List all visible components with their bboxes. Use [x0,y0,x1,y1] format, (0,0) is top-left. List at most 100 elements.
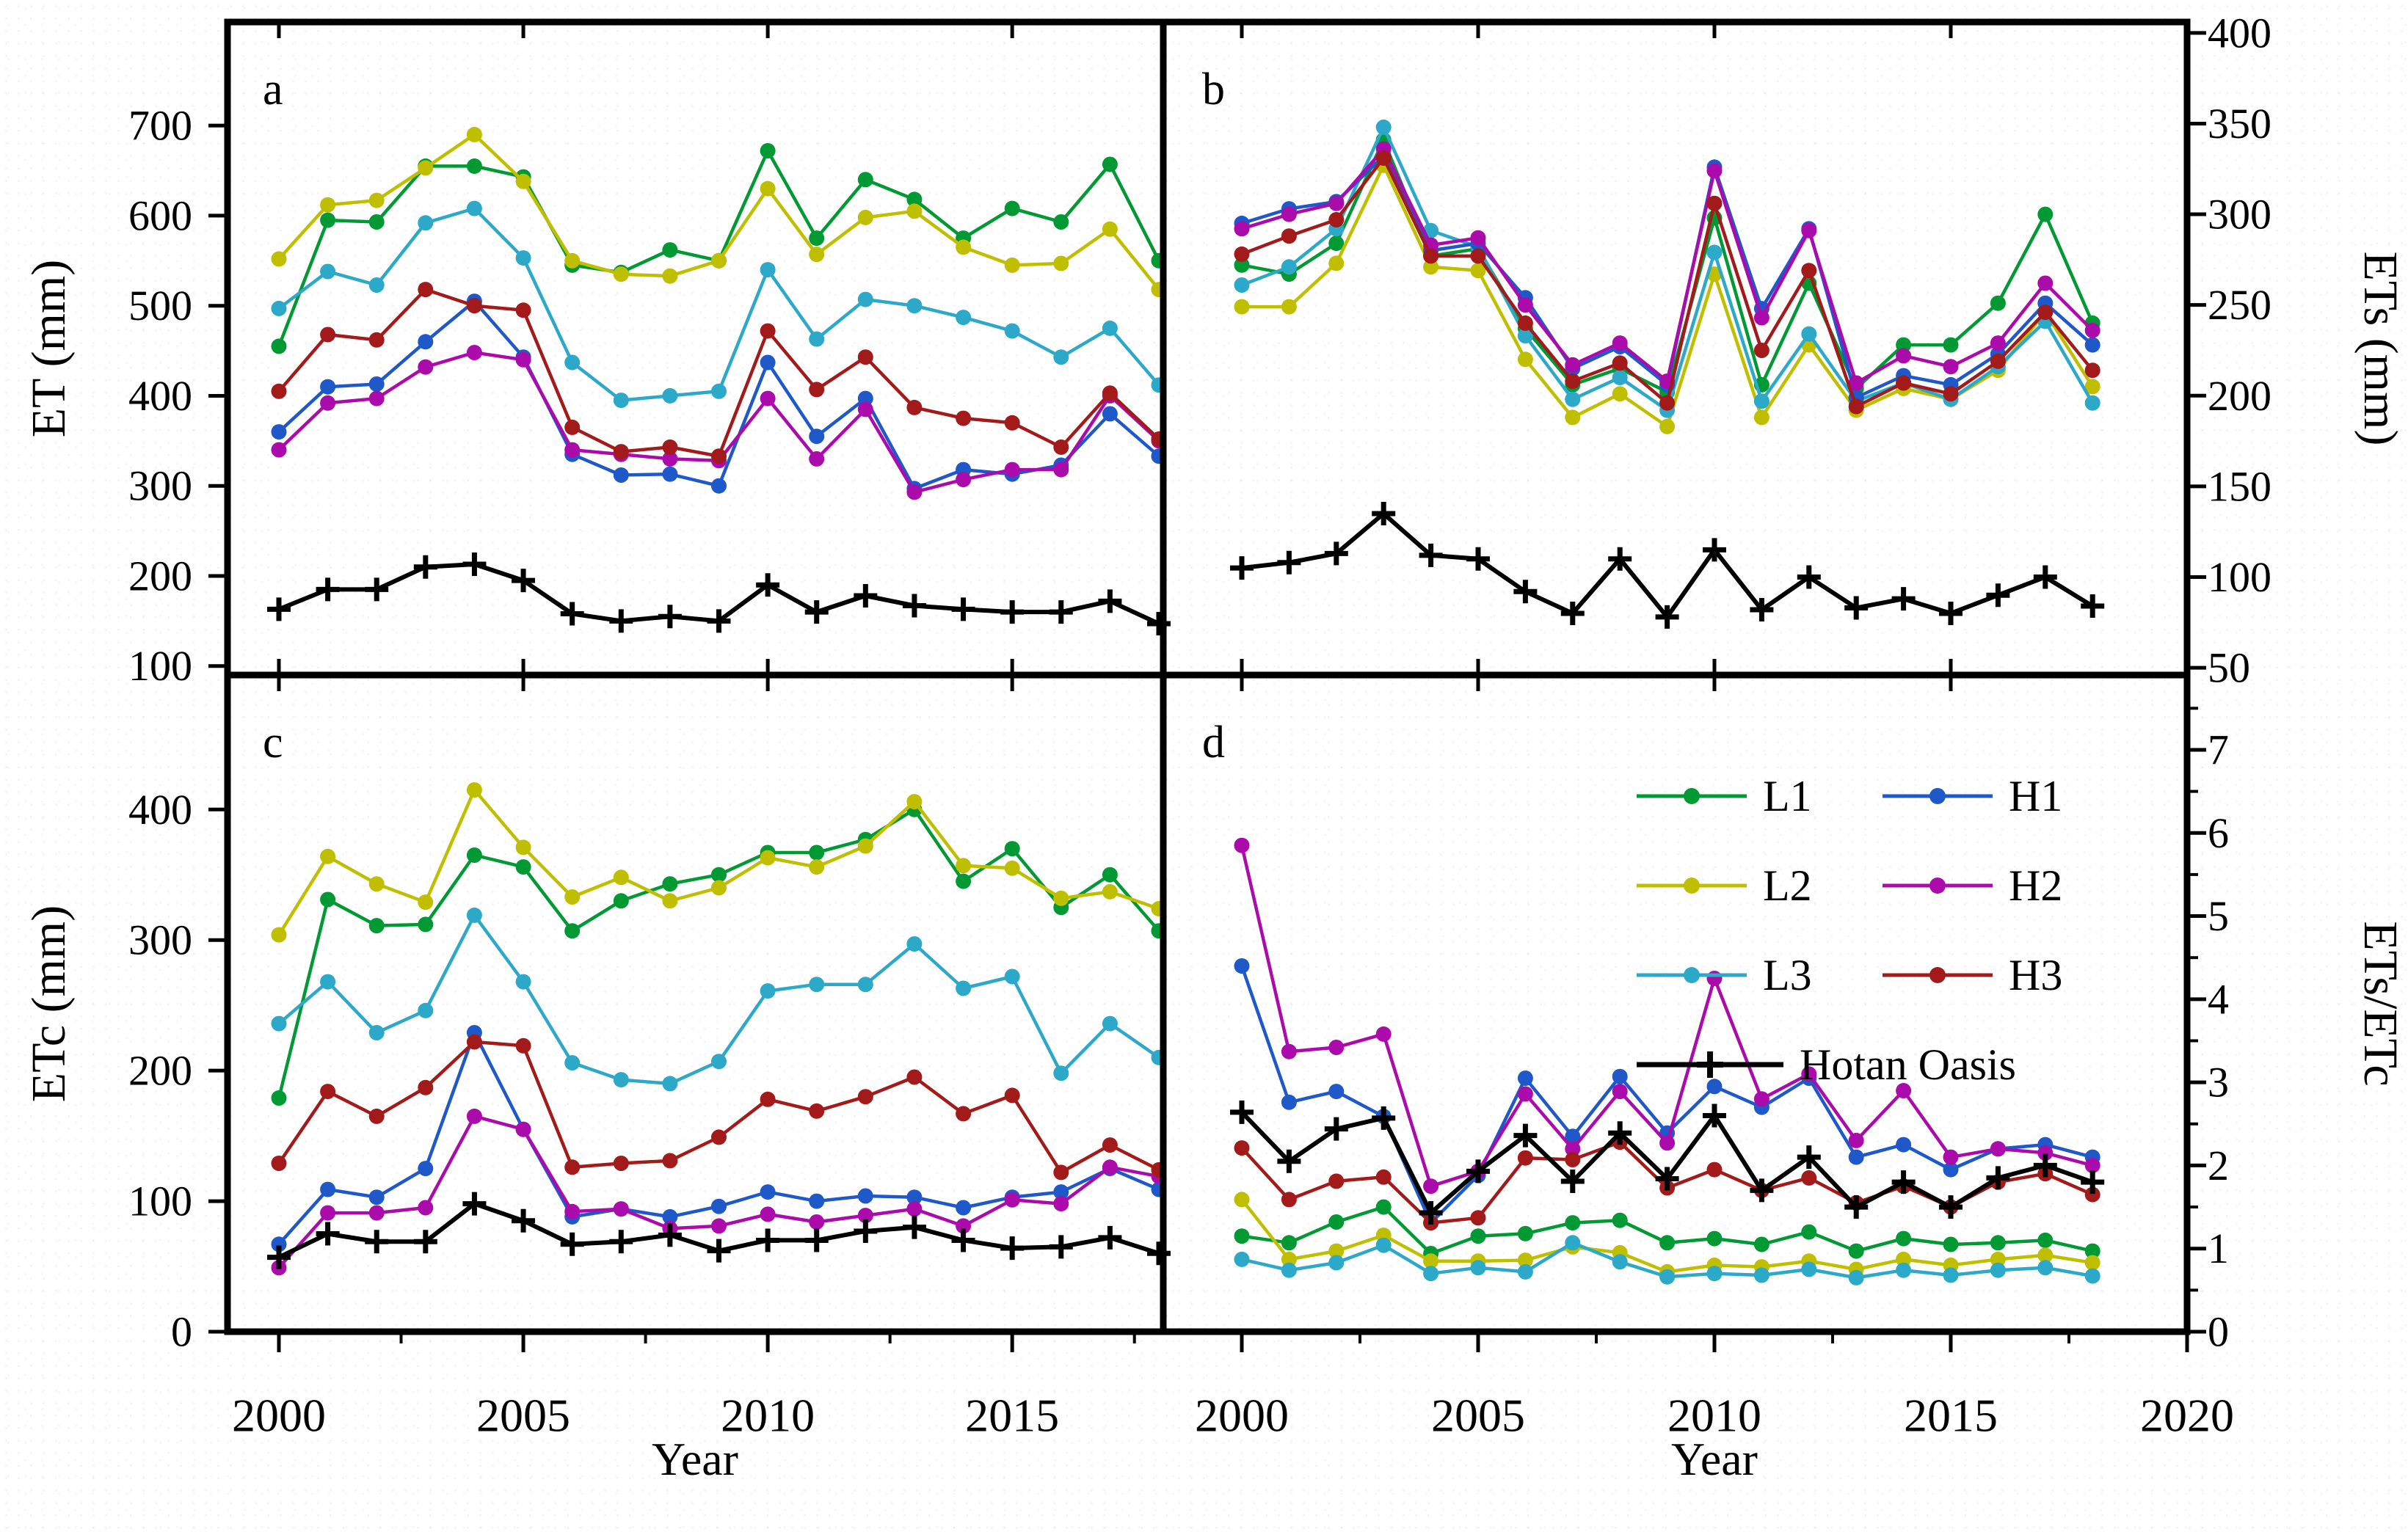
x-tick-label: 2000 [1195,1390,1289,1442]
marker-circle [1943,1267,1959,1283]
marker-circle [1896,348,1912,364]
marker-circle [1990,1251,2006,1267]
marker-circle [1990,1141,2006,1157]
marker-circle [1053,890,1069,906]
marker-circle [1706,1079,1723,1095]
y-tick-label: 0 [171,1308,192,1356]
panel-a-series [267,126,1171,636]
marker-circle [1943,1149,1959,1165]
marker-circle [1328,1214,1345,1230]
y-tick-label: 300 [128,916,192,964]
y-tick-label: 400 [128,786,192,834]
marker-circle [1565,1215,1581,1231]
marker-circle [320,212,336,228]
marker-circle [2037,1232,2054,1248]
marker-circle [1375,1169,1392,1185]
y-tick-label: 2 [2208,1142,2229,1189]
marker-circle [2037,1145,2054,1161]
marker-circle [1004,415,1020,431]
marker-circle [809,859,825,875]
y-tick-label: 250 [2208,281,2271,329]
marker-circle [662,893,678,909]
marker-circle [1517,1086,1533,1102]
marker-circle [956,1106,972,1122]
marker-circle [809,331,825,347]
marker-circle [515,974,531,990]
marker-circle [1990,1262,2006,1278]
marker-circle [1706,195,1723,211]
panel-b-letter: b [1202,65,1225,114]
marker-circle [1423,248,1439,264]
marker-circle [1375,1026,1392,1042]
panel-d-letter: d [1202,718,1225,767]
marker-circle [906,203,923,219]
marker-circle [711,1129,727,1145]
marker-circle [1281,1043,1297,1059]
marker-circle [1517,351,1533,368]
marker-circle [1943,386,1959,402]
marker-circle [418,215,434,231]
marker-circle [1753,343,1769,358]
marker-circle [1517,1150,1533,1166]
marker-circle [809,428,825,445]
y-tick-label: 7 [2208,726,2229,773]
marker-circle [1801,1224,1817,1240]
marker-circle [2084,1157,2100,1173]
marker-circle [662,1208,678,1225]
marker-circle [564,1055,581,1070]
marker-circle [1706,244,1723,260]
y-tick-label: 4 [2208,975,2229,1023]
marker-circle [1990,335,2006,351]
marker-circle [1102,1159,1118,1175]
marker-circle [906,1069,923,1085]
etc-axis-title: ETc (mm) [22,905,76,1102]
marker-circle [564,442,581,458]
legend-marker-circle [1684,967,1700,983]
marker-circle [1053,349,1069,365]
marker-circle [320,1084,336,1100]
marker-circle [466,200,482,216]
marker-circle [1102,883,1118,900]
marker-circle [368,376,385,392]
y-tick-label: 150 [2208,462,2271,510]
legend-marker-circle [1929,878,1946,894]
marker-circle [1004,969,1020,985]
marker-circle [1612,1084,1628,1100]
marker-circle [466,126,482,142]
marker-circle [320,1181,336,1197]
legend-label-hotan-oasis: Hotan Oasis [1800,1040,2016,1089]
marker-circle [368,1205,385,1221]
marker-circle [809,1193,825,1209]
marker-circle [711,1198,727,1214]
marker-circle [1612,335,1628,351]
y-tick-label: 200 [2208,372,2271,420]
marker-circle [466,847,482,863]
y-tick-label: 500 [128,282,192,329]
marker-circle [1896,375,1912,391]
marker-circle [368,332,385,348]
marker-circle [320,197,336,213]
marker-circle [418,1161,434,1177]
marker-circle [711,383,727,399]
y-tick-label: 300 [2208,191,2271,238]
legend-label-h3: H3 [2009,951,2062,999]
legend-label-h2: H2 [2009,861,2062,910]
marker-circle [1053,1184,1069,1200]
marker-circle [368,277,385,293]
marker-circle [1328,1040,1345,1055]
marker-circle [2084,1243,2100,1259]
marker-circle [1848,1269,1864,1285]
marker-circle [1102,406,1118,422]
marker-circle [1102,320,1118,336]
marker-circle [1848,1243,1864,1259]
marker-circle [711,252,727,269]
x-tick-label: 2010 [721,1390,815,1442]
marker-circle [857,1188,873,1204]
marker-circle [1281,206,1297,222]
marker-circle [2084,322,2100,338]
marker-circle [320,327,336,343]
marker-circle [1706,163,1723,179]
marker-circle [2037,275,2054,291]
marker-circle [271,251,287,267]
